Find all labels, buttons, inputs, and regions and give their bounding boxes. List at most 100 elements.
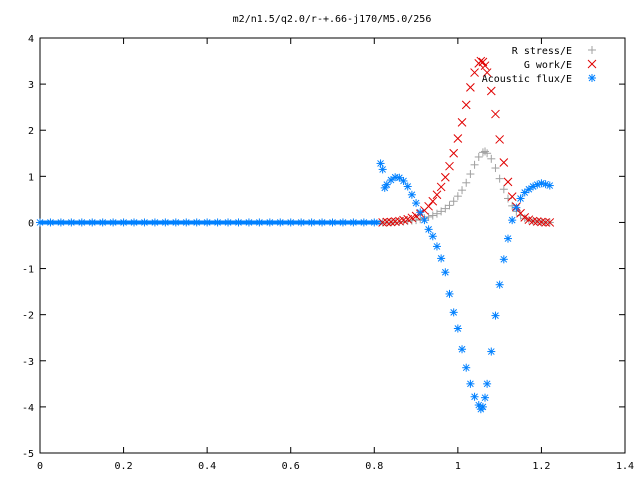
data-point: [481, 147, 490, 156]
data-point: [487, 154, 496, 163]
data-point: [499, 185, 508, 194]
data-point: [224, 218, 233, 227]
x-tick-label: 0.2: [115, 461, 133, 472]
plot-frame: [39, 37, 626, 454]
y-tick-label: -2: [22, 311, 34, 322]
data-point: [150, 218, 159, 227]
data-point: [462, 178, 471, 187]
legend-marker: [588, 74, 596, 82]
data-point: [512, 203, 521, 212]
legend-marker: [587, 59, 597, 69]
y-tick-label: 3: [28, 80, 34, 91]
data-point: [307, 218, 316, 227]
data-point: [328, 218, 337, 227]
data-point: [171, 218, 180, 227]
data-point: [483, 379, 492, 388]
data-point: [88, 218, 97, 227]
data-point: [255, 218, 264, 227]
data-point: [161, 218, 170, 227]
data-point: [46, 218, 55, 227]
y-tick-label: -4: [22, 403, 34, 414]
data-point: [378, 165, 387, 174]
data-point: [437, 254, 446, 263]
x-tick-label: 0.6: [282, 461, 300, 472]
data-point: [545, 181, 554, 190]
data-point: [449, 148, 459, 158]
data-point: [499, 255, 508, 264]
y-tick-label: -3: [22, 357, 34, 368]
data-point: [36, 218, 44, 227]
data-point: [458, 186, 467, 195]
data-point: [213, 218, 222, 227]
data-point: [182, 218, 191, 227]
data-point: [504, 234, 512, 243]
y-tick-label: -5: [22, 449, 34, 460]
x-tick-label: 1: [455, 461, 461, 472]
data-point: [503, 177, 513, 187]
data-point: [432, 242, 441, 251]
data-point: [524, 185, 533, 194]
data-point: [428, 196, 438, 206]
legend: R stress/E G work/E Acoustic flux/E: [482, 46, 597, 85]
data-point: [338, 218, 347, 227]
series-acoustic-flux-e: [36, 159, 554, 414]
x-tick-label: 0: [37, 461, 43, 472]
data-point: [395, 173, 404, 182]
data-point: [424, 225, 433, 234]
data-point: [349, 218, 358, 227]
data-point: [387, 176, 395, 185]
data-point: [420, 216, 429, 225]
data-point: [487, 347, 496, 356]
data-point: [441, 268, 450, 277]
data-point: [424, 201, 433, 211]
data-point: [437, 207, 446, 216]
data-point: [491, 164, 500, 173]
data-point: [403, 182, 412, 191]
data-point: [382, 217, 392, 227]
data-point: [286, 218, 295, 227]
axes: 0 0.2 0.4 0.6 0.8 1 1.2 1.4 -5 -4 -3 -2 -1 0 1 2 3 4: [22, 34, 634, 472]
data-point: [495, 135, 504, 144]
x-tick-label: 1.2: [532, 461, 550, 472]
data-point: [192, 218, 201, 227]
data-point: [453, 324, 462, 333]
data-point: [445, 289, 454, 298]
series-layer: [36, 56, 555, 414]
x-tick-label: 0.8: [365, 461, 383, 472]
data-point: [491, 311, 500, 320]
data-point: [376, 159, 385, 168]
data-point: [478, 148, 487, 157]
data-point: [520, 188, 529, 197]
data-point: [516, 194, 525, 203]
data-point: [458, 345, 467, 354]
data-point: [244, 218, 253, 227]
x-tick-label: 0.4: [198, 461, 216, 472]
data-point: [483, 149, 492, 158]
data-point: [482, 68, 492, 77]
data-point: [109, 218, 118, 227]
data-point: [486, 86, 496, 96]
data-point: [359, 218, 368, 227]
data-point: [428, 232, 437, 241]
data-point: [462, 363, 471, 372]
data-point: [440, 172, 450, 182]
data-point: [370, 218, 379, 227]
legend-marker: [588, 46, 596, 54]
data-point: [445, 201, 454, 210]
data-point: [508, 216, 517, 225]
data-point: [436, 182, 446, 192]
legend-label: G work/E: [524, 60, 572, 71]
data-point: [453, 192, 462, 201]
legend-label: R stress/E: [512, 46, 572, 57]
data-point: [416, 208, 425, 217]
y-tick-label: -1: [22, 265, 34, 276]
data-point: [428, 211, 437, 220]
data-point: [470, 160, 479, 169]
chart-title: m2/n1.5/q2.0/r-+.66-j170/M5.0/256: [233, 14, 432, 25]
data-point: [203, 218, 212, 227]
data-point: [140, 218, 149, 227]
data-point: [466, 170, 475, 179]
data-point: [474, 152, 483, 161]
data-point: [478, 402, 487, 411]
